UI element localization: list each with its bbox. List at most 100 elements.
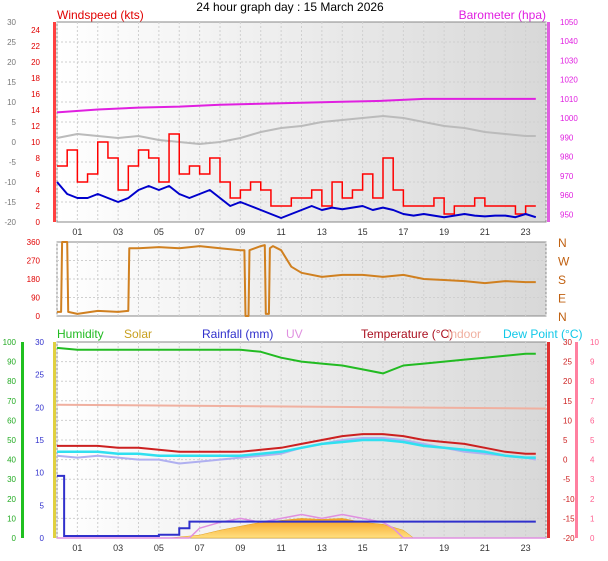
y-tick-humidity: 40 [7,456,16,465]
compass-label: S [558,273,566,287]
y-tick-outer: -10 [4,178,16,187]
y-tick-uv: 0 [590,534,595,543]
x-tick-label: 13 [317,543,327,553]
y-tick-outer: 10 [7,98,16,107]
x-tick-label: 03 [113,227,123,237]
temp-line [56,115,536,145]
y-tick-humidity: 0 [12,534,17,543]
compass-label: E [558,292,566,306]
y-tick-humidity: 20 [7,495,16,504]
y-tick-rain: 30 [35,338,44,347]
y-tick-wind: 22 [31,42,40,51]
x-tick-label: 11 [276,543,285,553]
wind-title: Windspeed (kts) [57,8,144,22]
compass-label: W [558,255,570,269]
y-tick-wind: 24 [31,26,40,35]
x-tick-label: 17 [398,543,408,553]
y-tick-wind: 16 [31,90,40,99]
humidity-axis-bar [21,342,24,538]
compass-label: N [558,310,567,324]
climate-panel: 01 03 05 07 09 11 13 15 17 19 21 230102030405060708… [3,338,600,553]
y-tick-temp: 20 [563,377,572,386]
y-tick-baro: 990 [560,133,574,142]
y-tick-temp: -5 [563,475,571,484]
y-tick-baro: 1030 [560,56,578,65]
y-tick-baro: 970 [560,172,574,181]
y-tick-outer: -15 [4,198,16,207]
legend-uv: UV [286,327,303,341]
y-tick-uv: 5 [590,436,595,445]
x-tick-label: 13 [317,227,327,237]
y-tick-dir: 0 [36,312,41,321]
x-tick-label: 09 [235,227,245,237]
baro-title: Barometer (hpa) [459,8,546,22]
x-tick-label: 01 [72,543,82,553]
y-tick-outer: 20 [7,58,16,67]
y-tick-wind: 14 [31,106,40,115]
compass-label: N [558,236,567,250]
x-tick-label: 03 [113,543,123,553]
y-tick-temp: 15 [563,397,572,406]
y-tick-outer: 25 [7,38,16,47]
y-tick-wind: 4 [36,186,41,195]
y-tick-temp: 0 [563,456,568,465]
y-tick-temp: 25 [563,358,572,367]
dew-line [57,438,536,459]
x-tick-label: 05 [154,543,164,553]
x-tick-label: 07 [195,227,205,237]
x-tick-label: 21 [480,543,490,553]
y-tick-uv: 2 [590,495,595,504]
y-tick-baro: 950 [560,210,574,219]
y-tick-outer: 0 [12,138,17,147]
x-tick-label: 05 [154,227,164,237]
y-tick-temp: -10 [563,495,575,504]
x-tick-label: 23 [521,543,531,553]
y-tick-uv: 1 [590,514,595,523]
legend-indoor: Indoor [447,327,481,341]
y-tick-outer: 5 [12,118,17,127]
legend-humidity: Humidity [57,327,104,341]
temperature-line [57,433,536,455]
y-tick-humidity: 10 [7,514,16,523]
x-tick-label: 15 [358,227,368,237]
y-tick-baro: 1010 [560,95,578,104]
legend-solar: Solar [124,327,152,341]
legend-temperature: Temperature (°C) [361,327,453,341]
y-tick-humidity: 30 [7,475,16,484]
y-tick-wind: 8 [36,154,41,163]
y-tick-rain: 25 [35,371,44,380]
y-tick-humidity: 60 [7,416,16,425]
wind-baro-panel: 01 03 05 07 09 11 13 15 17 19 21 23-20-15-10-505101… [4,18,578,237]
y-tick-baro: 960 [560,191,574,200]
y-tick-wind: 18 [31,74,40,83]
x-tick-label: 09 [235,543,245,553]
y-tick-rain: 15 [35,436,44,445]
y-tick-uv: 3 [590,475,595,484]
y-tick-baro: 1000 [560,114,578,123]
y-tick-humidity: 90 [7,358,16,367]
y-tick-dir: 180 [27,275,41,284]
y-tick-rain: 20 [35,403,44,412]
solar-axis-bar [53,342,56,538]
dir-line [57,241,536,317]
y-tick-temp: 10 [563,416,572,425]
y-tick-rain: 10 [35,469,44,478]
right-axis-bar [547,22,550,222]
y-tick-uv: 4 [590,456,595,465]
y-tick-dir: 360 [27,238,41,247]
y-tick-baro: 1050 [560,18,578,27]
y-tick-outer: 15 [7,78,16,87]
avg-line [56,181,537,219]
y-tick-temp: 5 [563,436,568,445]
x-tick-label: 19 [439,543,449,553]
y-tick-baro: 1020 [560,76,578,85]
y-tick-wind: 20 [31,58,40,67]
indoor-line [56,403,547,410]
legend-rainfall: Rainfall (mm) [202,327,273,341]
x-tick-label: 01 [72,227,82,237]
x-tick-label: 21 [480,227,490,237]
uv-line [57,513,546,539]
x-tick-label: 19 [439,227,449,237]
